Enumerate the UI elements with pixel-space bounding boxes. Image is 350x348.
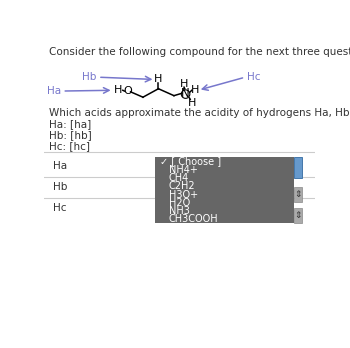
Text: Ha: Ha xyxy=(47,86,61,96)
Text: CH3COOH: CH3COOH xyxy=(169,214,218,224)
Text: Hc: [hc]: Hc: [hc] xyxy=(49,141,90,151)
Text: H: H xyxy=(191,85,199,95)
Bar xyxy=(155,157,294,223)
Text: Hb: Hb xyxy=(53,182,68,192)
Text: Ha: [ha]: Ha: [ha] xyxy=(49,119,91,129)
Text: Hb: [hb]: Hb: [hb] xyxy=(49,130,92,140)
Text: ⇕: ⇕ xyxy=(294,190,302,199)
Text: C2H2: C2H2 xyxy=(169,181,195,191)
Text: Consider the following compound for the next three questions.: Consider the following compound for the … xyxy=(49,47,350,57)
Text: ✓ [ Choose ]: ✓ [ Choose ] xyxy=(160,156,221,166)
Text: O: O xyxy=(123,86,132,96)
Bar xyxy=(294,208,302,223)
Text: H3O+: H3O+ xyxy=(169,190,198,199)
Text: H: H xyxy=(180,79,188,89)
Text: Ha: Ha xyxy=(53,161,67,172)
Text: Hc: Hc xyxy=(247,72,260,82)
Text: CH4: CH4 xyxy=(169,173,189,183)
Bar xyxy=(294,187,302,202)
Text: NH3: NH3 xyxy=(169,206,189,216)
Bar xyxy=(294,157,302,178)
Text: Which acids approximate the acidity of hydrogens Ha, Hb, and Hc?: Which acids approximate the acidity of h… xyxy=(49,108,350,118)
Text: H: H xyxy=(114,85,122,95)
Text: Hc: Hc xyxy=(53,203,66,213)
Text: H: H xyxy=(188,97,196,108)
Text: NH4+: NH4+ xyxy=(169,165,197,175)
Text: Hb: Hb xyxy=(82,72,97,82)
Text: H: H xyxy=(154,74,163,85)
Text: N: N xyxy=(181,87,190,100)
Text: H2O: H2O xyxy=(169,198,190,208)
Text: ⇕: ⇕ xyxy=(294,211,302,220)
